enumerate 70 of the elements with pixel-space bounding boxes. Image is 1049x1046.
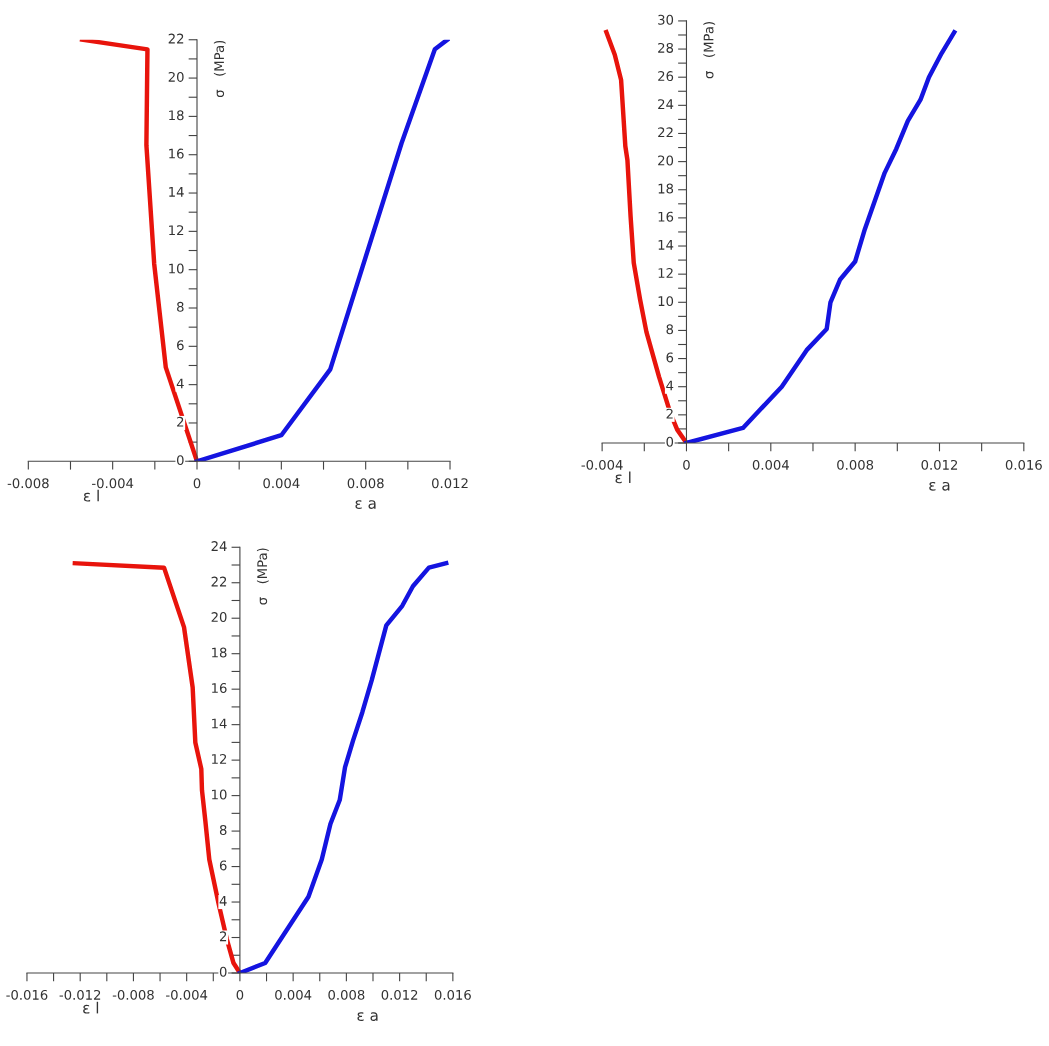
y-tick-label: 18 xyxy=(658,183,674,194)
text: ε l xyxy=(83,1001,99,1014)
y-tick-label: 8 xyxy=(177,301,184,312)
x-axis-title: ε a xyxy=(929,481,950,491)
text: ε l xyxy=(83,489,99,502)
x-tick-label: 0.012 xyxy=(921,459,958,470)
y-tick-label: 22 xyxy=(658,127,673,138)
y-tick-label: 22 xyxy=(211,576,227,587)
y-tick-label: 16 xyxy=(169,148,184,159)
y-tick-label: 26 xyxy=(658,71,674,82)
y-tick-label: 8 xyxy=(666,324,674,335)
x-axis-title: ε a xyxy=(355,500,376,509)
y-tick-label: 18 xyxy=(212,647,227,658)
x-tick-label: 0.016 xyxy=(434,989,471,1000)
x-tick-label: 0 xyxy=(236,989,244,1000)
y-tick-label: 16 xyxy=(658,211,674,222)
y-tick-label: 12 xyxy=(212,753,227,764)
y-tick-label: 14 xyxy=(212,718,227,729)
y-tick-label: 12 xyxy=(658,268,673,278)
x-tick-label: -0.008 xyxy=(112,989,154,1000)
text: ε l xyxy=(615,471,631,484)
y-tick-label: 6 xyxy=(219,860,227,871)
x-tick-label: 0.004 xyxy=(263,478,300,489)
x-tick-label: 0.008 xyxy=(347,478,384,489)
y-tick-label: 18 xyxy=(169,110,184,121)
x-tick-label: 0 xyxy=(683,459,690,470)
y-tick-label: 0 xyxy=(219,966,227,977)
y-tick-label: 4 xyxy=(666,380,674,391)
x-tick-label: 0.008 xyxy=(328,989,365,1000)
y-tick-label: 30 xyxy=(658,14,674,25)
y-tick-label: 14 xyxy=(658,240,674,250)
x-tick-label: 0.008 xyxy=(837,459,874,470)
y-axis-title: σ (MPa) xyxy=(703,22,716,79)
y-axis-title: σ (MPa) xyxy=(256,548,269,605)
y-tick-label: 10 xyxy=(169,263,184,274)
y-tick-label: 2 xyxy=(177,416,184,427)
y-tick-label: 14 xyxy=(169,187,184,197)
y-tick-label: 24 xyxy=(211,541,227,551)
x-tick-label: -0.008 xyxy=(7,478,49,489)
y-tick-label: 6 xyxy=(666,352,674,363)
x-tick-label: 0.012 xyxy=(381,989,418,1000)
x-tick-label: 0.004 xyxy=(752,459,789,470)
y-tick-label: 20 xyxy=(658,155,674,166)
y-tick-label: 12 xyxy=(169,225,184,235)
y-tick-label: 2 xyxy=(666,408,673,419)
y-tick-label: 10 xyxy=(212,789,227,800)
x-tick-label: 0.012 xyxy=(432,478,468,489)
x-tick-label: -0.004 xyxy=(166,989,208,1000)
x-tick-label: 0.004 xyxy=(275,989,312,1000)
y-tick-label: 24 xyxy=(658,99,674,109)
y-tick-label: 28 xyxy=(658,42,674,53)
y-tick-label: 22 xyxy=(168,33,184,44)
y-tick-label: 16 xyxy=(212,683,227,693)
y-tick-label: 10 xyxy=(658,296,674,307)
y-tick-label: 2 xyxy=(219,931,227,942)
x-tick-label: -0.004 xyxy=(581,459,623,470)
x-tick-label: -0.016 xyxy=(6,989,48,1000)
y-tick-label: 20 xyxy=(211,612,227,623)
y-tick-label: 0 xyxy=(666,436,674,447)
x-tick-label: -0.012 xyxy=(59,989,101,1000)
y-axis-title: σ (MPa) xyxy=(213,40,226,98)
y-tick-label: 4 xyxy=(176,378,184,389)
x-tick-label: 0.016 xyxy=(1005,459,1042,470)
y-tick-label: 6 xyxy=(177,340,184,351)
x-axis-title: ε a xyxy=(357,1012,378,1021)
y-tick-label: 20 xyxy=(168,71,184,82)
y-tick-label: 4 xyxy=(219,896,227,906)
x-tick-label: -0.004 xyxy=(92,478,134,489)
x-tick-label: 0 xyxy=(193,478,201,489)
y-tick-label: 8 xyxy=(219,824,227,835)
